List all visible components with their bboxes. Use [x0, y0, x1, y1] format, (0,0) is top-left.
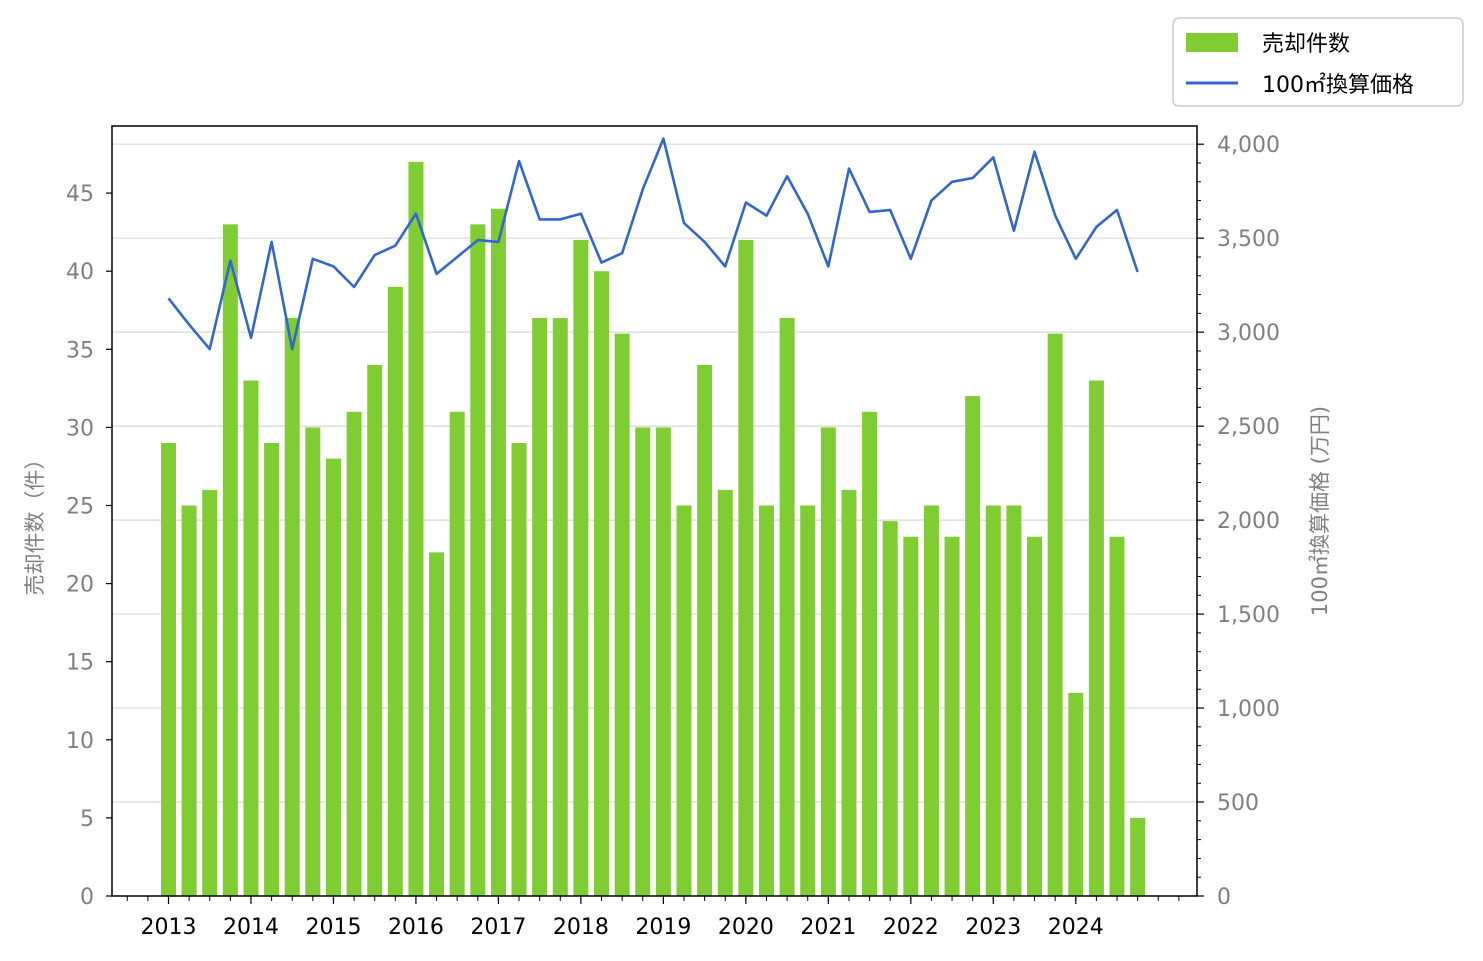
right-tick-label: 4,000: [1217, 133, 1280, 158]
bar: [965, 396, 981, 896]
legend-label-bars: 売却件数: [1262, 32, 1350, 57]
right-tick-label: 2,000: [1217, 509, 1280, 534]
left-tick-label: 35: [66, 338, 94, 363]
legend-box: [1172, 17, 1464, 107]
x-tick-label: 2016: [388, 915, 444, 940]
x-tick-label: 2021: [800, 915, 856, 940]
left-tick-label: 0: [80, 885, 94, 910]
right-tick-label: 500: [1217, 791, 1259, 816]
left-tick-label: 25: [66, 495, 94, 520]
x-tick-label: 2015: [305, 915, 361, 940]
bar: [758, 505, 774, 896]
bar: [738, 239, 754, 896]
bar: [923, 505, 939, 896]
x-axis-ticks: 2013 2014 2015 2016 2017 2018 2019 2020 2021 2022…: [126, 896, 1180, 940]
bar: [882, 521, 898, 896]
legend-swatch-bars: [1186, 33, 1238, 52]
x-tick-label: 2023: [965, 915, 1021, 940]
x-tick-label: 2013: [141, 915, 197, 940]
bar: [202, 489, 218, 896]
left-tick-label: 30: [66, 416, 94, 441]
bar: [779, 318, 795, 896]
bar: [181, 505, 197, 896]
bar: [511, 443, 527, 896]
bar: [1068, 692, 1084, 896]
x-tick-label: 2017: [470, 915, 526, 940]
x-tick-label: 2022: [883, 915, 939, 940]
x-tick-label: 2019: [635, 915, 691, 940]
right-axis-label: 100㎡換算価格 (万円): [1308, 406, 1332, 616]
right-axis-ticks: 0 500 1,000 1,500 2,000 2,500 3,000 3,500 4,000: [1197, 133, 1280, 910]
bar: [841, 489, 857, 896]
bar: [985, 505, 1001, 896]
bar: [532, 318, 548, 896]
bar: [1109, 536, 1125, 896]
bar: [573, 239, 589, 896]
bar: [222, 224, 238, 897]
bar: [635, 427, 651, 896]
right-tick-label: 1,500: [1217, 603, 1280, 628]
bar: [862, 411, 878, 896]
bar: [717, 489, 733, 896]
bar: [903, 536, 919, 896]
bar: [614, 333, 630, 896]
bar: [697, 364, 713, 896]
bar: [594, 271, 610, 896]
bar: [367, 364, 383, 896]
bar: [1130, 817, 1146, 896]
left-tick-label: 45: [66, 182, 94, 207]
plot-frame: [111, 125, 1198, 897]
right-tick-label: 2,500: [1217, 415, 1280, 440]
left-tick-label: 40: [66, 260, 94, 285]
left-tick-label: 5: [80, 807, 94, 832]
bar: [800, 505, 816, 896]
left-tick-label: 15: [66, 651, 94, 676]
x-tick-label: 2020: [718, 915, 774, 940]
bar: [387, 286, 403, 896]
bar: [284, 318, 300, 896]
left-axis-label: 売却件数（件）: [23, 449, 47, 596]
legend: 売却件数 100㎡換算価格: [1172, 17, 1464, 107]
bar: [1047, 333, 1063, 896]
bar: [161, 443, 176, 896]
bar: [1006, 505, 1022, 896]
price-line: [167, 137, 1139, 351]
x-tick-label: 2014: [223, 915, 279, 940]
bar: [346, 411, 362, 896]
bar: [470, 224, 486, 897]
x-tick-label: 2018: [553, 915, 609, 940]
bar: [1088, 380, 1104, 896]
bar: [676, 505, 692, 896]
right-tick-label: 1,000: [1217, 697, 1280, 722]
right-tick-label: 3,000: [1217, 321, 1280, 346]
bar: [552, 318, 568, 896]
bar: [944, 536, 960, 896]
x-tick-label: 2024: [1048, 915, 1104, 940]
bar: [820, 427, 836, 896]
left-tick-label: 20: [66, 573, 94, 598]
right-tick-label: 0: [1217, 885, 1231, 910]
bar: [264, 443, 280, 896]
bar: [655, 427, 671, 896]
bar: [429, 552, 445, 896]
bar: [325, 458, 341, 896]
bar: [449, 411, 465, 896]
bar: [490, 208, 506, 897]
bar-series: [161, 161, 1146, 897]
bar: [1027, 536, 1043, 896]
bar: [243, 380, 259, 896]
left-axis-ticks: 0 5 10 15 20 25 30 35 40 45: [66, 182, 112, 910]
bar: [408, 161, 424, 897]
bar: [305, 427, 321, 896]
left-tick-label: 10: [66, 729, 94, 754]
line-series: [167, 137, 1139, 351]
right-tick-label: 3,500: [1217, 227, 1280, 252]
legend-label-line: 100㎡換算価格: [1262, 72, 1414, 98]
